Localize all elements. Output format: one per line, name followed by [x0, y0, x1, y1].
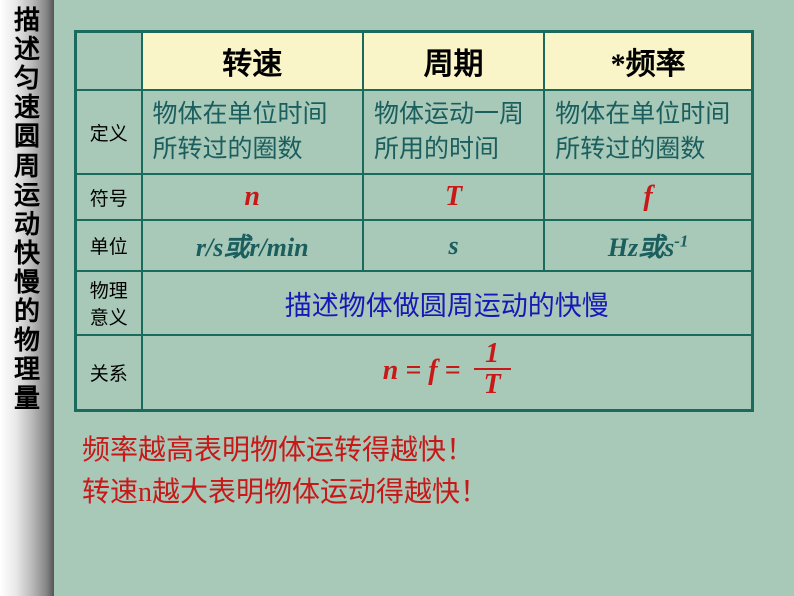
fraction-numerator: 1 — [474, 340, 511, 370]
symbol-row: 符号 n T f — [76, 174, 753, 220]
meaning-row: 物理意义 描述物体做圆周运动的快慢 — [76, 271, 753, 335]
def-frequency: 物体在单位时间所转过的圈数 — [544, 90, 752, 174]
corner-cell — [76, 32, 142, 91]
main-content: 转速 周期 *频率 定义 物体在单位时间所转过的圈数 物体运动一周所用的时间 物… — [74, 30, 754, 514]
unit-rotation: r/s或r/min — [142, 220, 363, 271]
relation-formula: n = f = 1T — [142, 335, 753, 410]
label-symbol: 符号 — [76, 174, 142, 220]
sidebar-title-text: 描述匀速圆周运动快慢的物理量 — [14, 6, 40, 414]
fraction-denominator: T — [474, 370, 511, 401]
notes-block: 频率越高表明物体运转得越快！ 转速n越大表明物体运动得越快！ — [74, 430, 754, 514]
relation-lhs: n = f = — [383, 355, 468, 386]
sidebar-title: 描述匀速圆周运动快慢的物理量 — [0, 0, 54, 596]
def-rotation: 物体在单位时间所转过的圈数 — [142, 90, 363, 174]
sym-period: T — [363, 174, 544, 220]
sym-frequency: f — [544, 174, 752, 220]
sym-rotation: n — [142, 174, 363, 220]
label-unit: 单位 — [76, 220, 142, 271]
label-meaning: 物理意义 — [76, 271, 142, 335]
header-row: 转速 周期 *频率 — [76, 32, 753, 91]
relation-fraction: 1T — [474, 340, 511, 401]
header-rotation: 转速 — [142, 32, 363, 91]
unit-row: 单位 r/s或r/min s Hz或s-1 — [76, 220, 753, 271]
physics-table: 转速 周期 *频率 定义 物体在单位时间所转过的圈数 物体运动一周所用的时间 物… — [74, 30, 754, 412]
label-relation: 关系 — [76, 335, 142, 410]
header-period: 周期 — [363, 32, 544, 91]
def-period: 物体运动一周所用的时间 — [363, 90, 544, 174]
unit-period: s — [363, 220, 544, 271]
label-definition: 定义 — [76, 90, 142, 174]
unit-frequency: Hz或s-1 — [544, 220, 752, 271]
note-line-1: 频率越高表明物体运转得越快！ — [82, 430, 754, 472]
note-line-2: 转速n越大表明物体运动得越快！ — [82, 472, 754, 514]
header-frequency: *频率 — [544, 32, 752, 91]
definition-row: 定义 物体在单位时间所转过的圈数 物体运动一周所用的时间 物体在单位时间所转过的… — [76, 90, 753, 174]
relation-row: 关系 n = f = 1T — [76, 335, 753, 410]
meaning-text: 描述物体做圆周运动的快慢 — [142, 271, 753, 335]
